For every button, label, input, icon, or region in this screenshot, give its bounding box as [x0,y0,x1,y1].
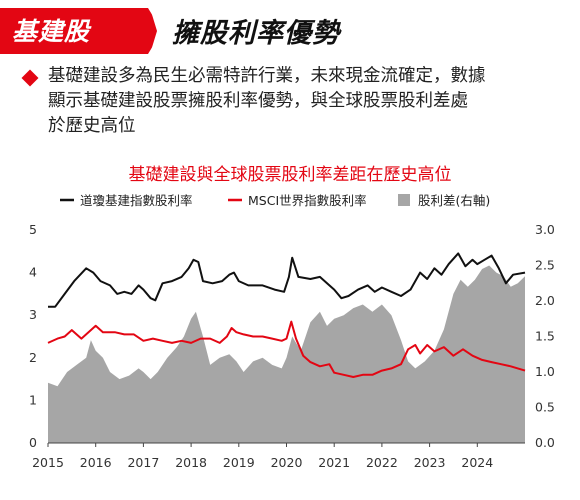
chart-legend: 道瓊基建指數股利率 MSCI世界指數股利率 股利差(右軸) [60,193,490,208]
y-left-tick-label: 2 [29,350,37,365]
axes: 0 1 2 3 4 5 0.0 0.5 1.0 1.5 2.0 2.5 3.0 2015 2016 2017 2… [29,222,555,470]
y-left-tick-label: 1 [29,392,37,407]
page-title: 擁股利率優勢 [172,18,340,49]
series-line-msci-yield [47,320,526,378]
chart-title: 基礎建設與全球股票股利率差距在歷史高位 [128,165,452,185]
x-tick-label: 2016 [80,455,112,470]
y-left-tick-label: 3 [29,307,37,322]
x-tick-label: 2017 [127,455,159,470]
description-line: 顯示基礎建設股票擁股利率優勢，與全球股票股利差處 [48,91,468,111]
x-tick-label: 2019 [223,455,255,470]
y-right-tick-label: 2.5 [535,258,555,273]
y-left-tick-label: 4 [29,265,37,280]
x-tick-label: 2024 [461,455,493,470]
legend-label-1: 道瓊基建指數股利率 [80,193,193,208]
y-right-tick-label: 1.0 [535,364,555,379]
series-line-infra-yield [48,252,526,308]
page-header: 基建股 擁股利率優勢 [0,0,580,62]
y-right-tick-label: 1.5 [535,329,555,344]
dividend-yield-chart: 道瓊基建指數股利率 MSCI世界指數股利率 股利差(右軸) 0 1 2 3 4 5 0.0 0.5… [29,193,555,470]
section-tag: 基建股 [12,17,91,46]
yield-lines-layer [47,252,526,378]
bullet-icon [21,69,39,87]
tag-banner [0,8,165,54]
legend-label-3: 股利差(右軸) [418,193,490,208]
x-tick-label: 2018 [175,455,207,470]
legend-swatch-3 [398,194,410,206]
x-tick-label: 2015 [32,455,64,470]
description-line: 基礎建設多為民生必需特許行業，未來現金流確定，數據 [48,66,486,86]
x-tick-label: 2022 [366,455,398,470]
y-right-tick-label: 0.0 [535,435,555,450]
x-tick-label: 2023 [414,455,446,470]
spread-area-layer [48,265,525,443]
x-tick-label: 2021 [318,455,350,470]
y-left-tick-label: 5 [29,222,37,237]
y-right-tick-label: 3.0 [535,222,555,237]
y-right-tick-label: 2.0 [535,293,555,308]
x-tick-label: 2020 [271,455,303,470]
y-left-tick-label: 0 [29,435,37,450]
series-area-spread [48,265,525,443]
legend-label-2: MSCI世界指數股利率 [248,193,367,208]
y-right-tick-label: 0.5 [535,400,555,415]
description-line: 於歷史高位 [48,116,136,136]
description: 基礎建設多為民生必需特許行業，未來現金流確定，數據 顯示基礎建設股票擁股利率優勢… [48,64,570,139]
